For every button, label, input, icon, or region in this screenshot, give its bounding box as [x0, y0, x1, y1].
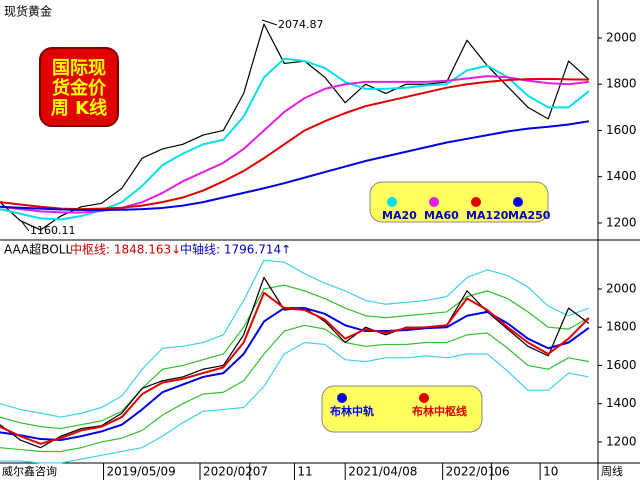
y-tick-label: 1600	[606, 358, 637, 372]
price-line	[0, 259, 590, 418]
y-tick-label: 1200	[606, 434, 637, 448]
legend-marker	[387, 197, 397, 207]
badge	[39, 47, 119, 127]
legend-label: 布林中轨	[330, 404, 374, 418]
series-line	[0, 77, 589, 211]
series-line	[0, 120, 590, 212]
legend-label: 布林中枢线	[412, 404, 467, 418]
price-line	[0, 284, 590, 430]
mid-header: 中轴线: 1796.714↑	[180, 242, 291, 257]
badge-text: 国际现	[52, 58, 106, 79]
x-tick-label: 2020/02	[203, 465, 253, 479]
x-tick-label: 06	[494, 465, 509, 479]
annotation: 2074.87	[278, 18, 324, 31]
y-tick-label: 1400	[606, 169, 637, 183]
leader-line	[21, 221, 30, 232]
y-tick-label: 2000	[606, 30, 637, 44]
annotation: 周线	[601, 464, 623, 478]
x-tick-label: 2019/05/09	[107, 465, 176, 479]
y-tick-label: 1800	[606, 77, 637, 91]
price-line	[0, 324, 589, 453]
price-line	[0, 23, 590, 231]
badge-text: 周 K线	[51, 97, 107, 119]
series-line	[0, 291, 590, 445]
chart-title: 现货黄金	[4, 4, 52, 19]
x-tick-label: 2021/04/08	[348, 465, 417, 479]
x-tick-label: 07	[253, 465, 268, 479]
y-tick-label: 2000	[606, 281, 637, 295]
legend-box	[321, 385, 483, 433]
pivot-header: 中枢线: 1848.163↓	[70, 242, 181, 257]
panel-title: AAA超BOLL	[4, 242, 72, 257]
annotation: 1160.11	[30, 224, 76, 237]
badge-text: 货金价	[52, 77, 107, 99]
y-tick-label: 1600	[606, 123, 637, 137]
legend-label: MA60	[424, 209, 459, 222]
x-tick-label: 10	[543, 465, 558, 479]
price-line	[0, 341, 589, 464]
legend-box	[369, 181, 549, 223]
legend-marker	[429, 197, 439, 207]
legend-label: MA120	[466, 209, 509, 222]
annotation: 威尔鑫咨询	[2, 464, 57, 478]
legend-marker	[471, 197, 481, 207]
y-tick-label: 1400	[606, 396, 637, 410]
legend-marker	[513, 197, 523, 207]
x-tick-label: 2022/01	[446, 465, 496, 479]
leader-line	[261, 19, 278, 26]
x-tick-label: 11	[297, 465, 312, 479]
y-tick-label: 1200	[606, 215, 637, 229]
legend-label: MA20	[382, 209, 417, 222]
legend-marker	[337, 393, 347, 403]
legend-label: MA250	[508, 209, 551, 222]
series-line	[0, 75, 589, 214]
y-tick-label: 1800	[606, 320, 637, 334]
legend-marker	[419, 393, 429, 403]
